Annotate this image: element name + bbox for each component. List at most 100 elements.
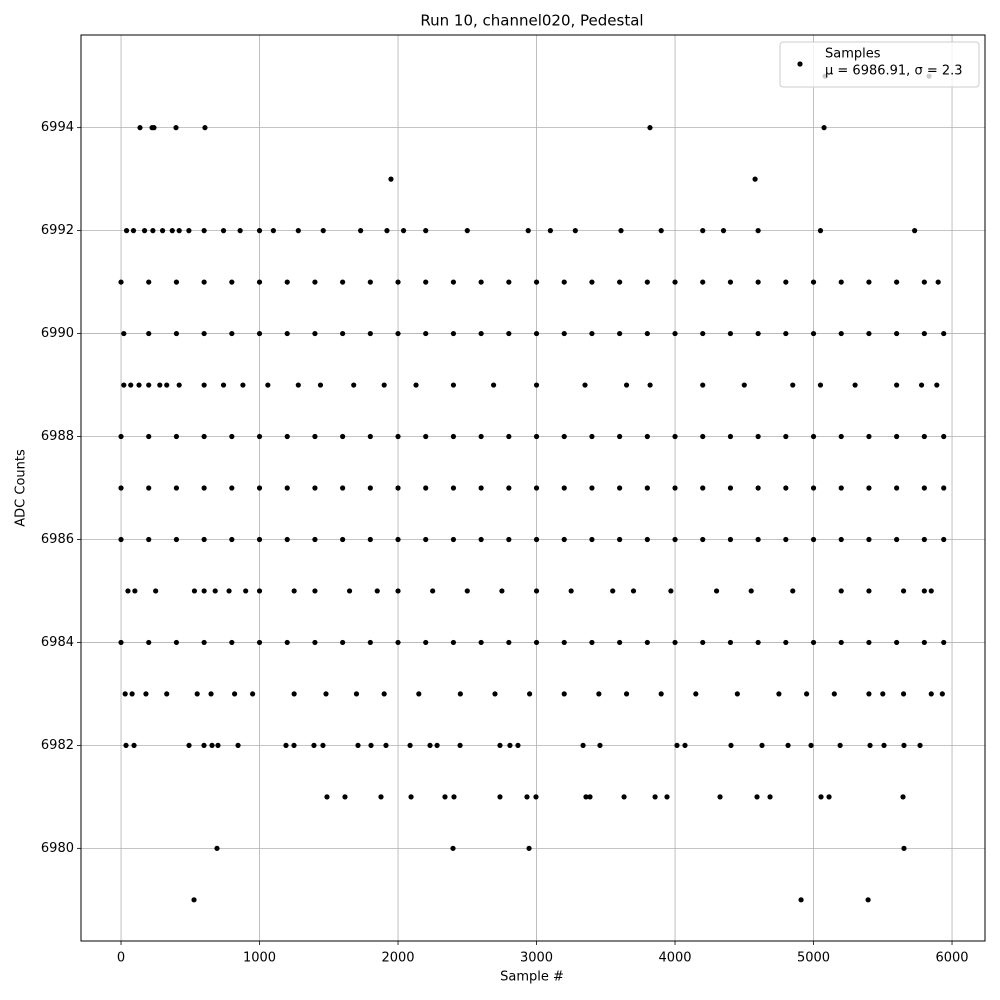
data-point bbox=[506, 485, 512, 491]
data-point bbox=[118, 639, 124, 646]
data-point bbox=[231, 691, 238, 697]
data-point bbox=[727, 536, 734, 543]
data-point bbox=[901, 845, 907, 851]
data-point bbox=[589, 433, 595, 440]
data-point bbox=[128, 382, 134, 388]
data-point bbox=[506, 433, 512, 440]
data-point bbox=[208, 691, 214, 697]
data-point bbox=[499, 588, 505, 594]
data-point bbox=[533, 382, 540, 388]
data-point bbox=[700, 639, 706, 646]
data-point bbox=[118, 536, 124, 543]
points bbox=[118, 73, 947, 903]
data-point bbox=[284, 279, 290, 285]
data-point bbox=[572, 228, 578, 234]
data-point bbox=[367, 485, 373, 491]
data-point bbox=[324, 794, 330, 800]
data-point bbox=[368, 742, 374, 748]
data-point bbox=[450, 279, 457, 285]
data-point bbox=[582, 382, 588, 388]
data-point bbox=[917, 742, 923, 748]
data-point bbox=[866, 433, 872, 440]
data-point bbox=[355, 742, 361, 748]
data-point bbox=[525, 228, 531, 234]
data-point bbox=[146, 433, 152, 440]
legend: Samples μ = 6986.91, σ = 2.3 bbox=[779, 41, 980, 88]
data-point bbox=[810, 433, 817, 440]
data-point bbox=[423, 228, 429, 234]
data-point bbox=[644, 330, 650, 337]
data-point bbox=[589, 485, 595, 491]
y-tick-label: 6980 bbox=[41, 841, 74, 856]
data-point bbox=[561, 279, 567, 285]
data-point bbox=[755, 228, 761, 234]
data-point bbox=[143, 691, 149, 697]
data-point bbox=[478, 279, 484, 285]
data-point bbox=[928, 691, 934, 697]
data-point bbox=[623, 691, 630, 697]
data-point bbox=[652, 794, 658, 800]
data-point bbox=[561, 691, 567, 697]
data-point bbox=[810, 639, 817, 646]
data-point bbox=[220, 382, 227, 388]
data-point bbox=[617, 485, 623, 491]
data-point bbox=[490, 382, 497, 388]
data-point bbox=[838, 433, 844, 440]
data-point bbox=[416, 691, 422, 697]
data-point bbox=[367, 433, 373, 440]
data-point bbox=[312, 330, 318, 337]
data-point bbox=[229, 433, 235, 440]
data-point bbox=[700, 228, 706, 234]
data-point bbox=[256, 639, 263, 646]
data-point bbox=[384, 228, 390, 234]
x-tick-label: 6000 bbox=[935, 951, 968, 966]
data-point bbox=[515, 742, 521, 748]
data-point bbox=[644, 485, 650, 491]
data-point bbox=[201, 536, 207, 543]
data-point bbox=[894, 536, 900, 543]
data-point bbox=[755, 433, 761, 440]
data-point bbox=[256, 228, 263, 234]
x-tick-label: 2000 bbox=[381, 951, 414, 966]
data-point bbox=[450, 382, 457, 388]
data-point bbox=[464, 228, 470, 234]
data-point bbox=[164, 382, 170, 388]
data-point bbox=[894, 330, 900, 337]
x-tick-label: 0 bbox=[117, 951, 125, 966]
data-point bbox=[159, 228, 166, 234]
data-point bbox=[153, 588, 159, 594]
data-point bbox=[118, 433, 124, 440]
data-point bbox=[423, 330, 429, 337]
data-point bbox=[186, 742, 192, 748]
data-point bbox=[311, 742, 317, 748]
data-point bbox=[201, 330, 207, 337]
data-point bbox=[150, 228, 156, 234]
data-point bbox=[129, 691, 135, 697]
data-point bbox=[450, 845, 456, 851]
data-point bbox=[173, 536, 180, 543]
data-point bbox=[644, 279, 650, 285]
data-point bbox=[173, 485, 180, 491]
data-point bbox=[810, 485, 817, 491]
data-point bbox=[123, 228, 130, 234]
data-point bbox=[587, 794, 593, 800]
data-point bbox=[229, 485, 235, 491]
data-point bbox=[921, 485, 927, 491]
data-point bbox=[935, 279, 941, 285]
data-point bbox=[497, 794, 503, 800]
data-point bbox=[668, 588, 674, 594]
data-point bbox=[229, 536, 235, 543]
data-point bbox=[423, 485, 429, 491]
data-point bbox=[243, 588, 249, 594]
data-point bbox=[151, 125, 157, 131]
data-point bbox=[132, 588, 138, 594]
data-point bbox=[785, 742, 791, 748]
data-point bbox=[506, 536, 512, 543]
data-point bbox=[597, 742, 603, 748]
data-point bbox=[256, 485, 263, 491]
data-point bbox=[644, 536, 650, 543]
data-point bbox=[547, 228, 553, 234]
data-point bbox=[533, 794, 539, 800]
data-point bbox=[647, 382, 653, 388]
